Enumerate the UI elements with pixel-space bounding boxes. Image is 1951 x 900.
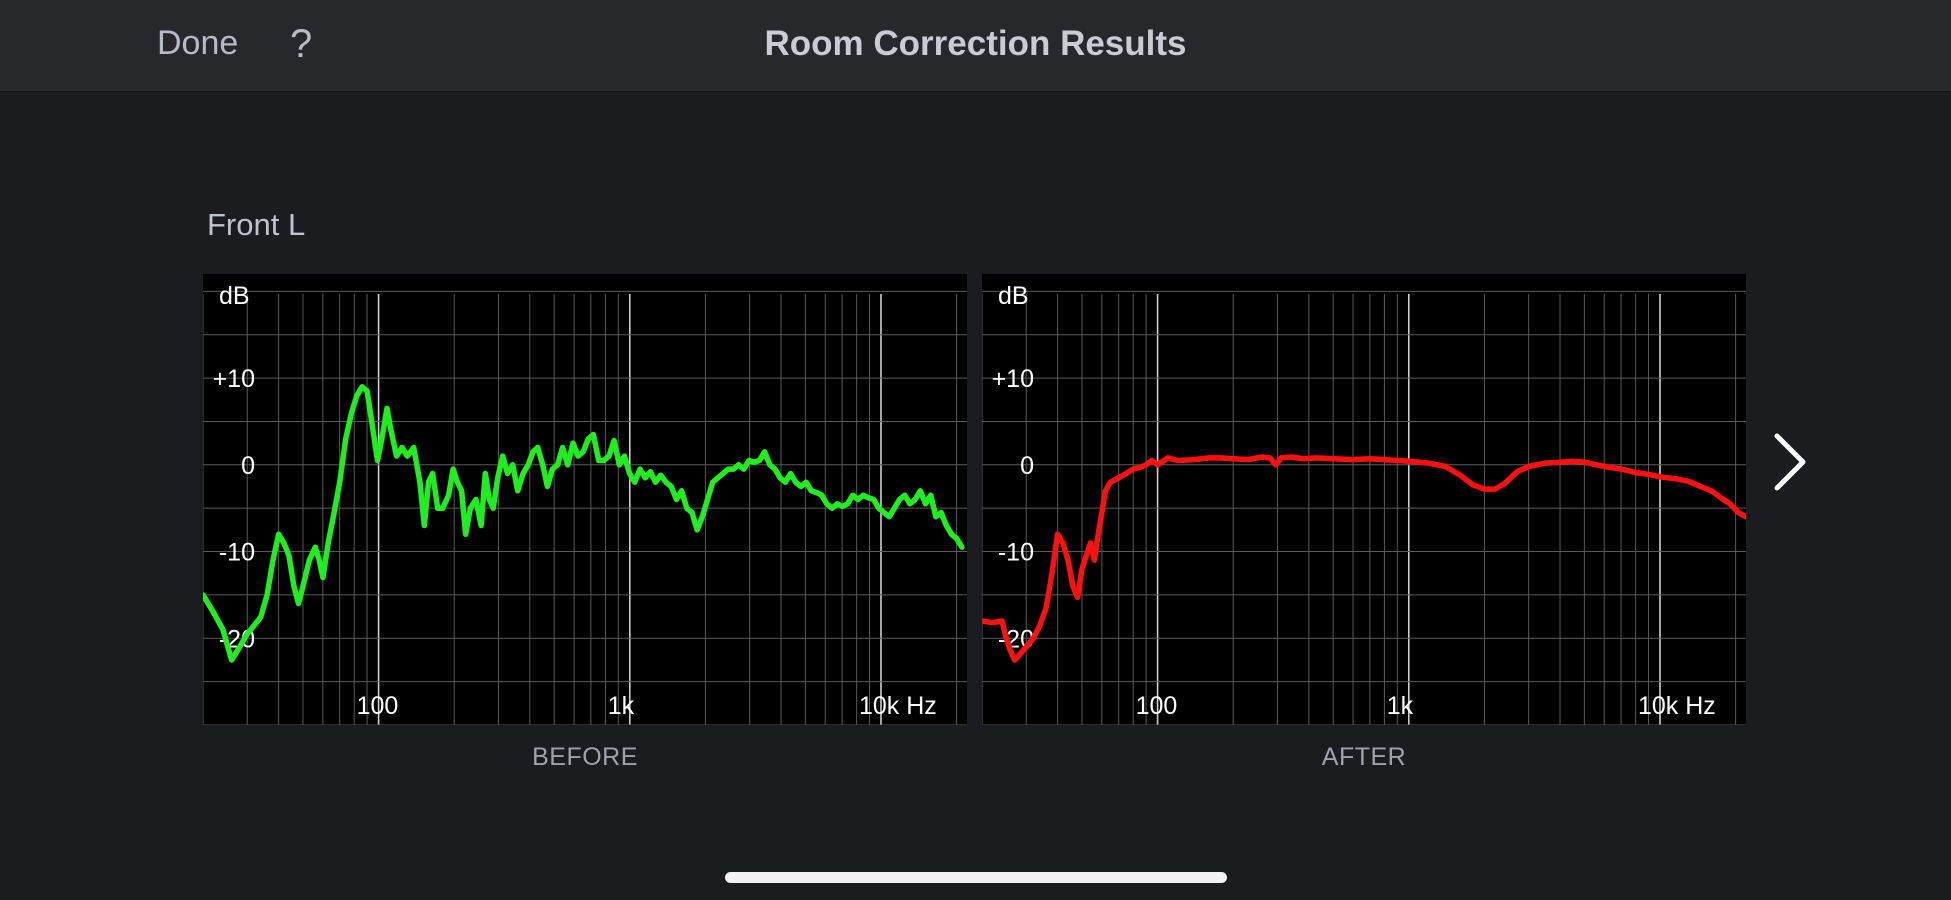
page-title: Room Correction Results xyxy=(764,24,1187,63)
after-xtick-label: 10k Hz xyxy=(1638,692,1716,720)
help-button[interactable]: ? xyxy=(290,22,313,66)
after-response-line xyxy=(982,454,1746,663)
before-ytick-label: +10 xyxy=(213,365,255,393)
before-ytick-label: 0 xyxy=(241,452,255,480)
before-chart: dB +10 0 -10 -20 100 1k 10k Hz xyxy=(203,274,967,725)
after-xtick-label: 1k xyxy=(1387,692,1414,720)
after-ytick-label: 0 xyxy=(1020,452,1034,480)
before-xtick-label: 10k Hz xyxy=(859,692,937,720)
before-ylabel: dB xyxy=(219,282,250,310)
next-button[interactable] xyxy=(1765,432,1825,492)
before-ytick-label: -10 xyxy=(219,539,255,567)
after-ylabel: dB xyxy=(998,282,1029,310)
channel-label: Front L xyxy=(207,207,306,242)
top-bar: Done ? Room Correction Results xyxy=(0,0,1951,92)
after-ytick-label: +10 xyxy=(992,365,1034,393)
home-indicator xyxy=(725,872,1227,883)
after-chart: dB +10 0 -10 -20 100 1k 10k Hz xyxy=(982,274,1746,725)
done-button[interactable]: Done xyxy=(157,24,239,62)
before-xtick-label: 100 xyxy=(357,692,399,720)
chevron-right-icon xyxy=(1774,433,1806,491)
before-response-line xyxy=(203,384,965,663)
after-caption: AFTER xyxy=(1321,743,1407,771)
before-xtick-label: 1k xyxy=(608,692,635,720)
after-ytick-label: -10 xyxy=(998,539,1034,567)
after-xtick-label: 100 xyxy=(1136,692,1178,720)
before-caption: BEFORE xyxy=(532,743,638,771)
